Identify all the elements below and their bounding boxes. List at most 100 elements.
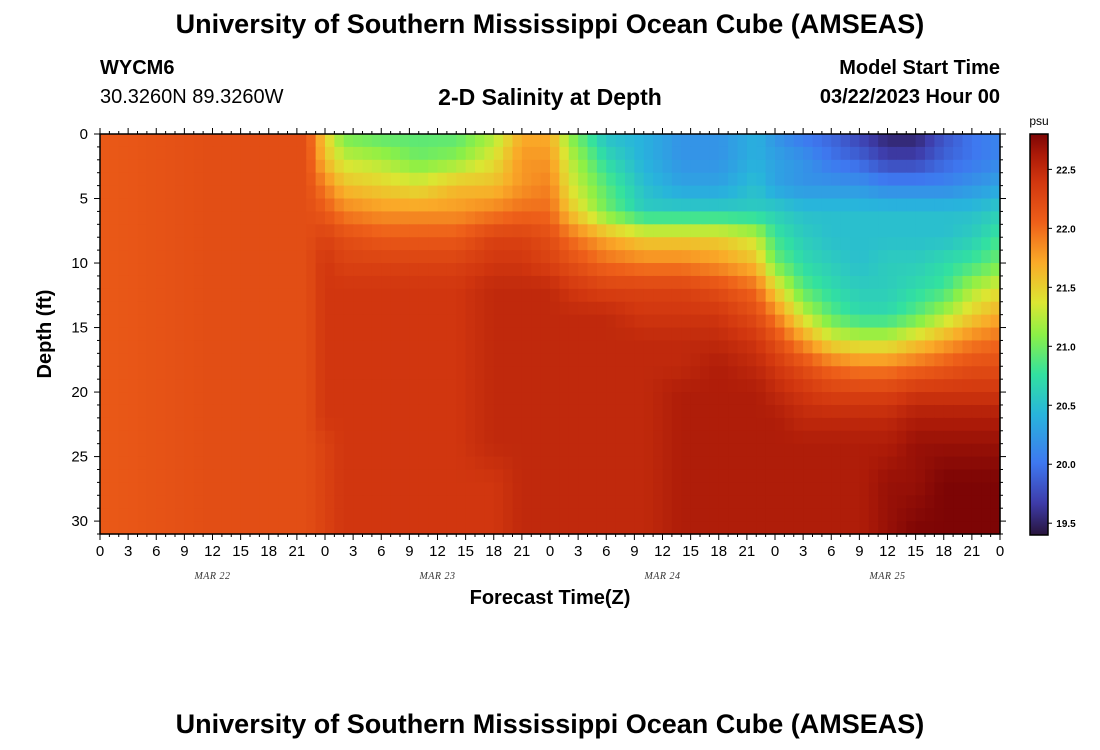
heatmap-cell bbox=[259, 327, 270, 342]
heatmap-cell bbox=[587, 482, 598, 496]
model-start-label: Model Start Time bbox=[839, 57, 1000, 79]
heatmap-cell bbox=[512, 288, 523, 303]
heatmap-row bbox=[100, 353, 1001, 367]
heatmap-cell bbox=[165, 237, 176, 251]
heatmap-cell bbox=[690, 366, 701, 380]
heatmap-cell bbox=[812, 250, 823, 264]
heatmap-cell bbox=[203, 353, 214, 367]
heatmap-cell bbox=[840, 263, 851, 277]
heatmap-cell bbox=[484, 185, 495, 200]
heatmap-cell bbox=[390, 469, 401, 483]
heatmap-cell bbox=[296, 379, 307, 393]
heatmap-cell bbox=[100, 172, 110, 187]
heatmap-cell bbox=[896, 314, 907, 329]
heatmap-cell bbox=[981, 314, 992, 329]
heatmap-cell bbox=[343, 224, 354, 238]
heatmap-cell bbox=[381, 172, 392, 187]
heatmap-cell bbox=[737, 224, 748, 238]
heatmap-cell bbox=[503, 521, 514, 535]
heatmap-cell bbox=[812, 185, 823, 200]
heatmap-cell bbox=[915, 185, 926, 200]
x-tick-label: 9 bbox=[630, 543, 638, 560]
heatmap-cell bbox=[456, 392, 467, 406]
heatmap-cell bbox=[746, 443, 757, 458]
heatmap-cell bbox=[315, 521, 326, 535]
heatmap-cell bbox=[550, 250, 560, 264]
heatmap-cell bbox=[662, 327, 673, 342]
heatmap-cell bbox=[559, 211, 570, 225]
heatmap-cell bbox=[531, 185, 542, 200]
heatmap-cell bbox=[381, 353, 392, 367]
heatmap-cell bbox=[793, 379, 804, 393]
heatmap-cell bbox=[146, 404, 157, 419]
heatmap-cell bbox=[465, 379, 476, 393]
heatmap-cell bbox=[606, 224, 617, 238]
heatmap-row bbox=[100, 430, 1001, 445]
heatmap-cell bbox=[100, 379, 110, 393]
heatmap-cell bbox=[765, 134, 776, 148]
heatmap-cell bbox=[278, 340, 289, 354]
heatmap-cell bbox=[287, 430, 298, 445]
heatmap-cell bbox=[953, 159, 964, 174]
heatmap-cell bbox=[803, 159, 814, 174]
heatmap-cell bbox=[840, 185, 851, 200]
heatmap-cell bbox=[446, 495, 457, 509]
heatmap-cell bbox=[278, 263, 289, 277]
heatmap-cell bbox=[587, 224, 598, 238]
heatmap-cell bbox=[718, 379, 729, 393]
heatmap-cell bbox=[512, 366, 523, 380]
heatmap-cell bbox=[287, 495, 298, 509]
heatmap-cell bbox=[850, 353, 860, 367]
heatmap-cell bbox=[118, 301, 129, 316]
heatmap-cell bbox=[887, 340, 898, 354]
heatmap-cell bbox=[484, 134, 495, 148]
heatmap-cell bbox=[315, 211, 326, 225]
heatmap-cell bbox=[887, 275, 898, 290]
heatmap-cell bbox=[475, 134, 485, 148]
heatmap-cell bbox=[400, 275, 410, 290]
heatmap-cell bbox=[221, 340, 232, 354]
heatmap-cell bbox=[540, 263, 551, 277]
heatmap-cell bbox=[709, 185, 720, 200]
heatmap-cell bbox=[287, 146, 298, 161]
heatmap-cell bbox=[521, 366, 532, 380]
heatmap-cell bbox=[334, 159, 345, 174]
heatmap-cell bbox=[268, 224, 279, 238]
heatmap-cell bbox=[409, 263, 420, 277]
heatmap-cell bbox=[737, 263, 748, 277]
heatmap-cell bbox=[175, 392, 185, 406]
heatmap-cell bbox=[343, 495, 354, 509]
heatmap-cell bbox=[728, 353, 739, 367]
heatmap-cell bbox=[165, 172, 176, 187]
heatmap-cell bbox=[184, 134, 195, 148]
heatmap-row bbox=[100, 275, 1001, 290]
heatmap-cell bbox=[812, 404, 823, 419]
heatmap-cell bbox=[915, 392, 926, 406]
heatmap-cell bbox=[287, 314, 298, 329]
heatmap-cell bbox=[990, 456, 1001, 471]
heatmap-cell bbox=[325, 224, 335, 238]
heatmap-cell bbox=[943, 327, 954, 342]
heatmap-cell bbox=[221, 366, 232, 380]
heatmap-cell bbox=[437, 521, 448, 535]
heatmap-cell bbox=[118, 482, 129, 496]
heatmap-cell bbox=[643, 456, 654, 471]
heatmap-cell bbox=[240, 314, 251, 329]
heatmap-cell bbox=[925, 198, 935, 213]
heatmap-cell bbox=[221, 198, 232, 213]
heatmap-cell bbox=[493, 417, 504, 432]
heatmap-cell bbox=[437, 482, 448, 496]
heatmap-cell bbox=[353, 404, 364, 419]
heatmap-cell bbox=[756, 263, 767, 277]
heatmap-cell bbox=[643, 392, 654, 406]
heatmap-cell bbox=[315, 314, 326, 329]
heatmap-cell bbox=[137, 159, 148, 174]
heatmap-cell bbox=[550, 314, 560, 329]
heatmap-cell bbox=[259, 456, 270, 471]
heatmap-row bbox=[100, 224, 1001, 238]
heatmap-cell bbox=[784, 521, 795, 535]
heatmap-cell bbox=[578, 327, 589, 342]
heatmap-cell bbox=[128, 211, 139, 225]
heatmap-cell bbox=[278, 469, 289, 483]
heatmap-cell bbox=[371, 288, 382, 303]
